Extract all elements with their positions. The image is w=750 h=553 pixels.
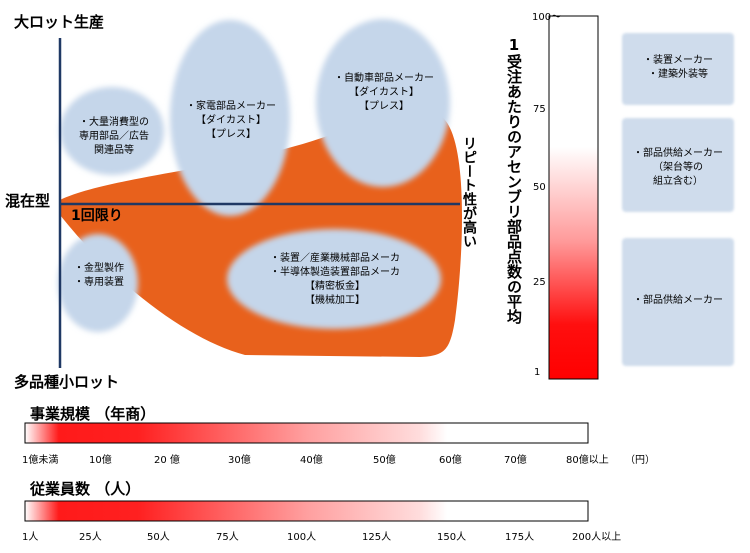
revenue-tick-1: 10億: [89, 455, 112, 466]
revenue-tick-4: 40億: [300, 455, 323, 466]
bubble-appliance-shape: [170, 20, 290, 216]
axis-label-right: リピート性が高い: [461, 136, 477, 248]
axis-label-bottom: 多品種小ロット: [14, 373, 120, 391]
bubble-mold-text: ・金型製作 ・専用装置: [74, 263, 124, 288]
vertical-scale-title: 1受注あたりのアセンブリ部品点数の平均: [505, 36, 523, 324]
employee-scale-bar: [24, 500, 589, 522]
employee-tick-8: 200人以上: [572, 532, 622, 543]
revenue-tick-0: 1億未満: [22, 455, 59, 466]
bubble-industrial-text: ・装置／産業機械部品メーカ ・半導体製造装置部品メーカ 【精密板金】 【機械加工…: [270, 253, 400, 306]
employee-tick-6: 150人: [437, 532, 467, 543]
revenue-tick-2: 20 億: [154, 455, 180, 466]
employee-tick-4: 100人: [287, 532, 317, 543]
bubble-appliance-text: ・家電部品メーカー 【ダイカスト】 【プレス】: [186, 101, 276, 140]
revenue-scale-title: 事業規模 （年商）: [30, 405, 156, 423]
bubble-mold-shape: [58, 234, 138, 332]
bubble-consumer-text: ・大量消費型の 専用部品／広告 関連品等: [79, 117, 149, 156]
revenue-tick-5: 50億: [373, 455, 396, 466]
vertical-tick-50: 50: [533, 182, 546, 193]
revenue-tick-8: 80億以上: [566, 455, 609, 466]
employee-tick-5: 125人: [362, 532, 392, 543]
bubble-auto-text: ・自動車部品メーカー 【ダイカスト】 【プレス】: [334, 73, 434, 112]
side-box-1-bg: [622, 33, 734, 105]
side-box-3-bg: [622, 238, 734, 366]
revenue-tick-7: 70億: [504, 455, 527, 466]
vertical-tick-100: 100〜: [532, 12, 562, 23]
employee-scale-title: 従業員数 （人）: [30, 480, 141, 498]
bubble-consumer-shape: [60, 87, 164, 175]
axis-label-top: 大ロット生産: [14, 13, 105, 31]
revenue-scale-bar: [24, 422, 589, 444]
side-box-1-text: ・装置メーカー ・建築外装等: [643, 55, 713, 80]
employee-tick-3: 75人: [216, 532, 239, 543]
employee-tick-2: 50人: [147, 532, 170, 543]
vertical-scale-bar: [548, 15, 599, 380]
bubble-industrial-shape: [227, 229, 441, 329]
side-box-3-text: ・部品供給メーカー: [633, 295, 723, 306]
employee-tick-7: 175人: [505, 532, 535, 543]
bubble-auto-shape: [316, 19, 450, 187]
employee-tick-0: 1人: [22, 532, 39, 543]
revenue-tick-3: 30億: [228, 455, 251, 466]
vertical-tick-75: 75: [533, 104, 546, 115]
axis-label-left: 混在型: [5, 192, 51, 210]
revenue-tick-6: 60億: [439, 455, 462, 466]
side-box-2-text: ・部品供給メーカー （架台等の 組立含む）: [633, 148, 723, 187]
vertical-tick-1: 1: [534, 367, 541, 378]
employee-tick-1: 25人: [79, 532, 102, 543]
vertical-tick-25: 25: [533, 277, 546, 288]
axis-label-origin: 1回限り: [71, 208, 123, 224]
revenue-unit: （円）: [625, 455, 655, 466]
side-box-2-bg: [622, 118, 734, 212]
